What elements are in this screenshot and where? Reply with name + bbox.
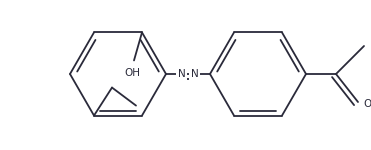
Text: OH: OH — [124, 68, 140, 78]
Text: N: N — [191, 69, 198, 79]
Text: N: N — [178, 69, 185, 79]
Text: O: O — [364, 99, 371, 109]
